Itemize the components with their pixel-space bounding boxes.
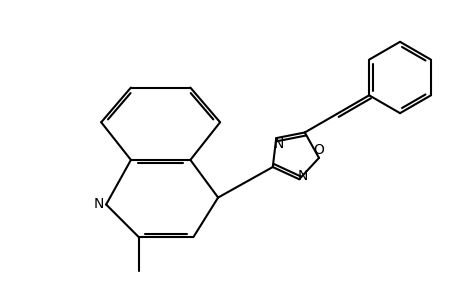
Text: O: O xyxy=(313,143,324,157)
Text: N: N xyxy=(273,137,283,151)
Text: N: N xyxy=(297,169,308,183)
Text: N: N xyxy=(94,197,104,212)
